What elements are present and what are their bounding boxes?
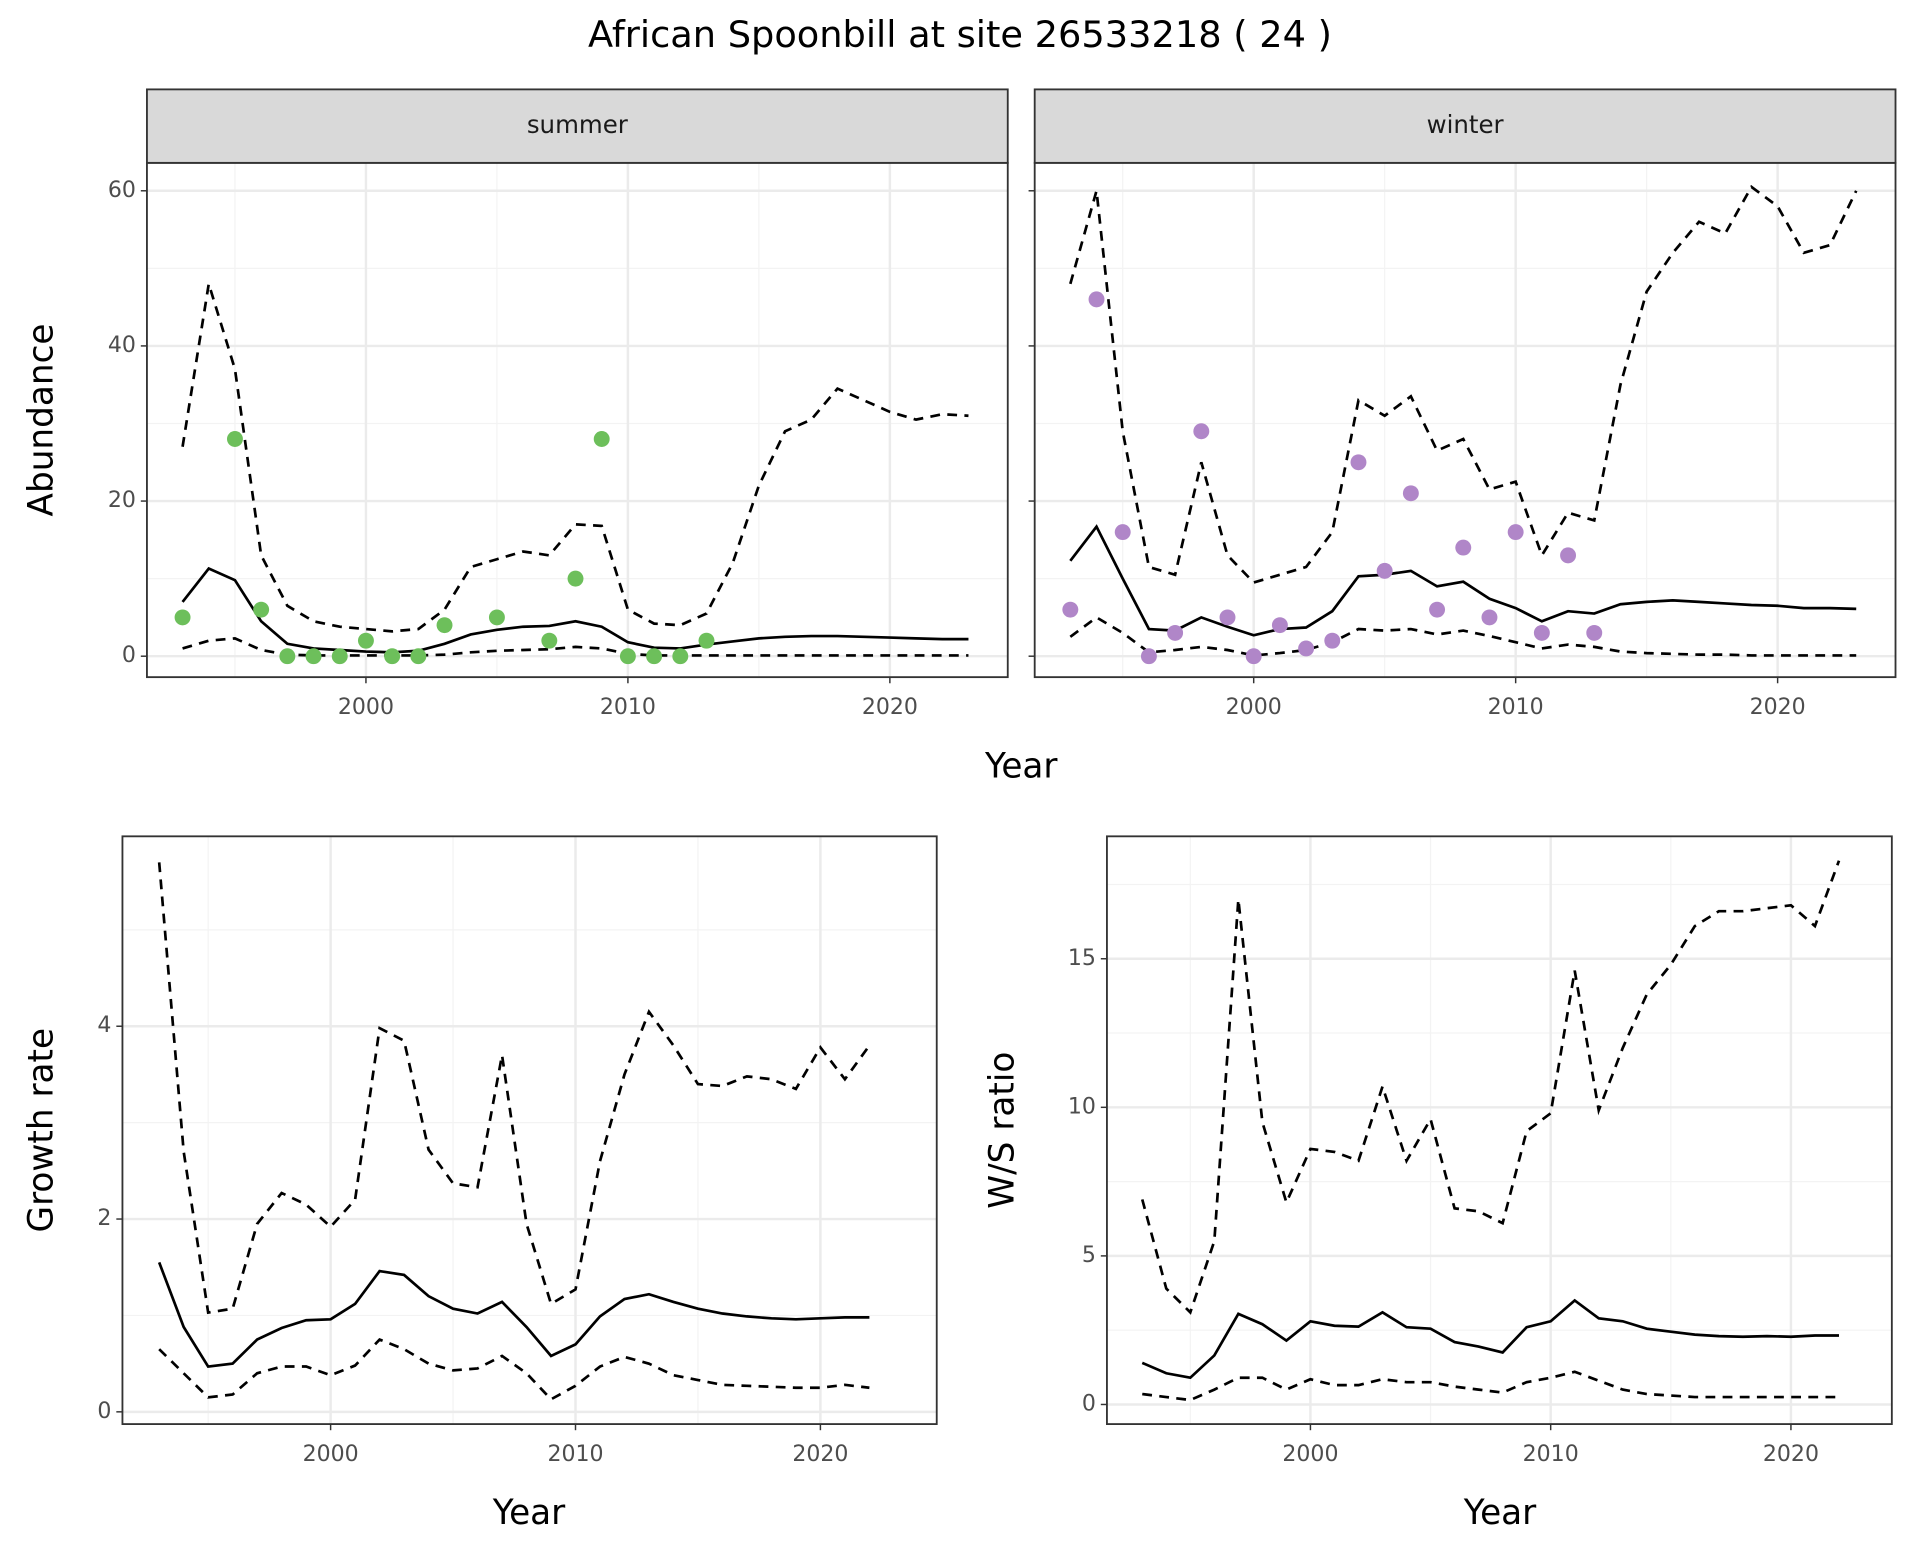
- data-point: [1167, 624, 1184, 641]
- interval-line: [1069, 184, 1858, 585]
- figure-title: African Spoonbill at site 26533218 ( 24 …: [588, 13, 1332, 56]
- y-axis-title: W/S ratio: [983, 1052, 1023, 1209]
- y-tick-label: 40: [108, 333, 136, 358]
- interval-line: [1140, 860, 1841, 1315]
- x-tick-label: 2020: [1763, 1442, 1819, 1467]
- x-tick-label: 2000: [338, 695, 394, 720]
- data-point: [488, 609, 505, 626]
- plot-border: [121, 835, 938, 1425]
- data-point: [253, 601, 270, 618]
- data-point: [174, 609, 191, 626]
- interval-line: [1142, 1370, 1839, 1402]
- data-point: [1586, 624, 1603, 641]
- data-point: [305, 648, 322, 665]
- x-tick-label: 2020: [1750, 695, 1806, 720]
- trend-line: [157, 1261, 870, 1368]
- interval-line: [182, 636, 969, 657]
- data-point: [672, 648, 689, 665]
- data-point: [1455, 539, 1472, 556]
- data-point: [1140, 648, 1157, 665]
- data-point: [567, 570, 584, 587]
- data-point: [1533, 624, 1550, 641]
- y-tick-label: 15: [1068, 946, 1096, 971]
- y-tick-label: 20: [108, 488, 136, 513]
- data-point: [410, 648, 427, 665]
- data-point: [1507, 524, 1524, 541]
- data-point: [436, 617, 453, 634]
- interval-line: [1069, 615, 1857, 657]
- x-tick-label: 2000: [1282, 1442, 1338, 1467]
- y-tick-label: 10: [1068, 1094, 1096, 1119]
- trend-line: [1069, 524, 1857, 637]
- data-point: [619, 648, 636, 665]
- interval-line: [157, 862, 871, 1315]
- data-point: [1114, 524, 1131, 541]
- y-tick-label: 60: [108, 178, 136, 203]
- data-point: [279, 648, 296, 665]
- plot-border: [1106, 835, 1893, 1425]
- x-tick-label: 2000: [303, 1442, 359, 1467]
- data-point: [331, 648, 348, 665]
- strip: [1033, 88, 1897, 164]
- data-point: [1088, 291, 1105, 308]
- data-point: [1481, 609, 1498, 626]
- data-point: [1062, 601, 1079, 618]
- plot-background: [1034, 162, 1896, 678]
- y-tick-label: 2: [97, 1206, 111, 1231]
- strip: [146, 88, 1009, 164]
- data-point: [1298, 640, 1315, 657]
- y-tick-label: 0: [1082, 1391, 1096, 1416]
- plot-background: [146, 162, 1008, 678]
- y-tick-label: 0: [97, 1399, 111, 1424]
- data-point: [384, 648, 401, 665]
- data-point: [1324, 632, 1341, 649]
- data-point: [1219, 609, 1236, 626]
- trend-line: [1141, 1298, 1839, 1380]
- data-point: [1271, 617, 1288, 634]
- x-tick-label: 2010: [1523, 1442, 1579, 1467]
- strip-label: winter: [1427, 110, 1505, 139]
- x-axis-title: Year: [1463, 1493, 1537, 1533]
- data-point: [1560, 547, 1577, 564]
- interval-line: [158, 1337, 870, 1401]
- data-point: [1402, 485, 1419, 502]
- strip-label: summer: [527, 110, 629, 139]
- x-tick-label: 2010: [1488, 695, 1544, 720]
- interval-line: [181, 283, 969, 633]
- data-point: [646, 648, 663, 665]
- y-axis-title: Growth rate: [21, 1028, 61, 1233]
- x-tick-label: 2020: [862, 695, 918, 720]
- data-point: [357, 632, 374, 649]
- y-tick-label: 4: [97, 1013, 111, 1038]
- x-tick-label: 2000: [1226, 695, 1282, 720]
- plot-background: [122, 836, 937, 1425]
- x-tick-label: 2010: [600, 695, 656, 720]
- y-tick-label: 0: [122, 643, 136, 668]
- data-point: [698, 632, 715, 649]
- x-tick-label: 2010: [547, 1442, 603, 1467]
- plot-background: [1106, 836, 1892, 1425]
- data-point: [1193, 423, 1210, 440]
- x-tick-label: 2020: [792, 1442, 848, 1467]
- data-point: [1376, 562, 1393, 579]
- data-point: [1429, 601, 1446, 618]
- data-point: [593, 431, 610, 447]
- data-point: [1350, 454, 1367, 471]
- y-axis-title: Abundance: [21, 323, 61, 516]
- x-axis-title: Year: [492, 1493, 566, 1533]
- data-point: [1245, 648, 1262, 665]
- x-axis-title: Year: [984, 746, 1058, 786]
- data-point: [541, 632, 558, 649]
- y-tick-label: 5: [1082, 1243, 1096, 1268]
- data-point: [226, 431, 243, 447]
